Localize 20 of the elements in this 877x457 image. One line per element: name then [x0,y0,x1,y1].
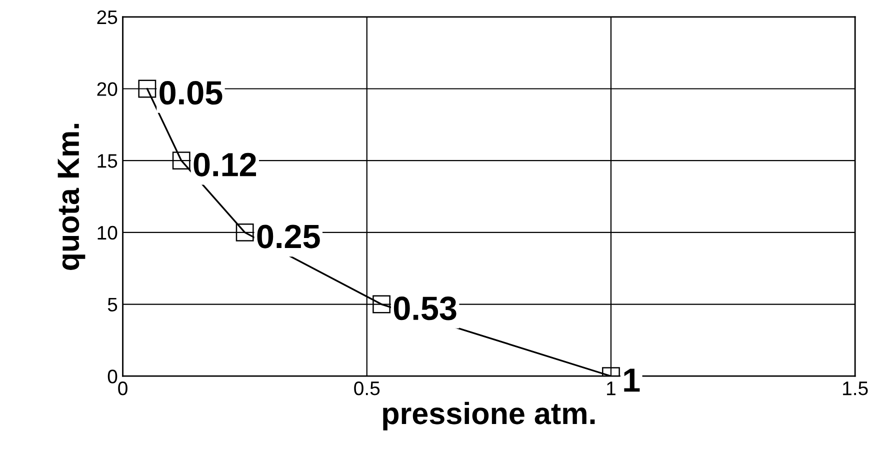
y-tick-label: 10 [98,226,118,240]
y-tick-label: 0 [108,370,118,384]
point [372,295,390,314]
annotation: 0.12 [194,152,256,176]
x-tick-label: 1 [607,382,616,396]
x-tick-label: 1.5 [843,382,868,396]
y-axis-title: quota Km. [58,124,86,270]
point [138,80,156,98]
y-tick-label: 20 [97,82,118,96]
point [236,223,254,242]
annotation: 0.25 [257,224,320,248]
annotation: 0.53 [394,296,456,320]
x-tick-label: 0 [118,381,128,396]
x-axis-title: pressione atm. [383,402,595,430]
annotation: 0.05 [160,81,222,105]
point [172,152,190,170]
y-tick-label: 25 [97,10,118,24]
y-tick-label: 5 [108,298,118,312]
x-tick-label: 0.5 [354,381,380,396]
y-tick-label: 15 [98,154,118,168]
